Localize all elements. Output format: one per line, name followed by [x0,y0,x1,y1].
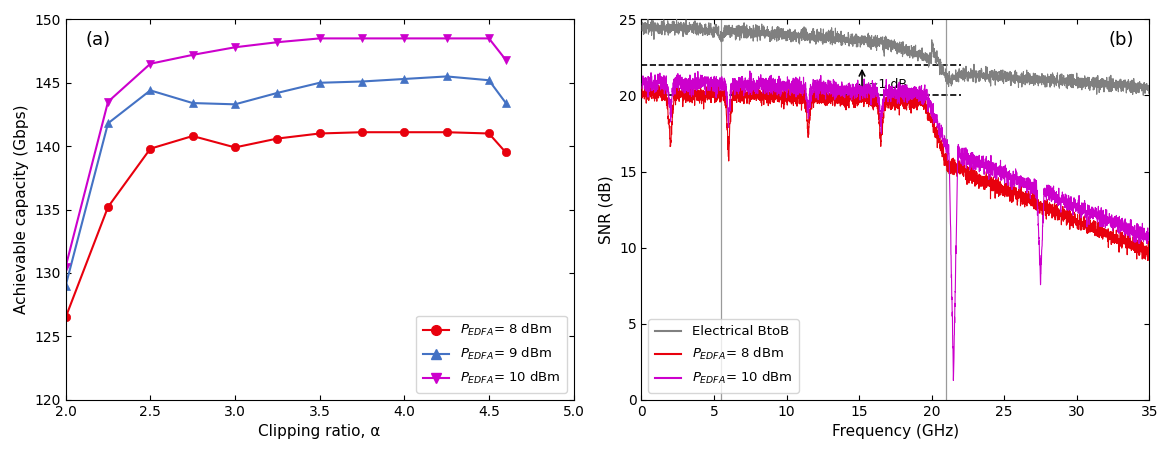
Y-axis label: SNR (dB): SNR (dB) [599,175,613,244]
Y-axis label: Achievable capacity (Gbps): Achievable capacity (Gbps) [14,105,29,314]
Text: (a): (a) [86,31,111,49]
Legend: Electrical BtoB, $P_{EDFA}$= 8 dBm, $P_{EDFA}$= 10 dBm: Electrical BtoB, $P_{EDFA}$= 8 dBm, $P_{… [648,319,799,393]
X-axis label: Frequency (GHz): Frequency (GHz) [832,424,959,439]
Legend: $P_{EDFA}$= 8 dBm, $P_{EDFA}$= 9 dBm, $P_{EDFA}$= 10 dBm: $P_{EDFA}$= 8 dBm, $P_{EDFA}$= 9 dBm, $P… [416,316,567,393]
Text: (b): (b) [1109,31,1134,49]
X-axis label: Clipping ratio, α: Clipping ratio, α [259,424,381,439]
Text: ~1 dB: ~1 dB [867,78,907,92]
